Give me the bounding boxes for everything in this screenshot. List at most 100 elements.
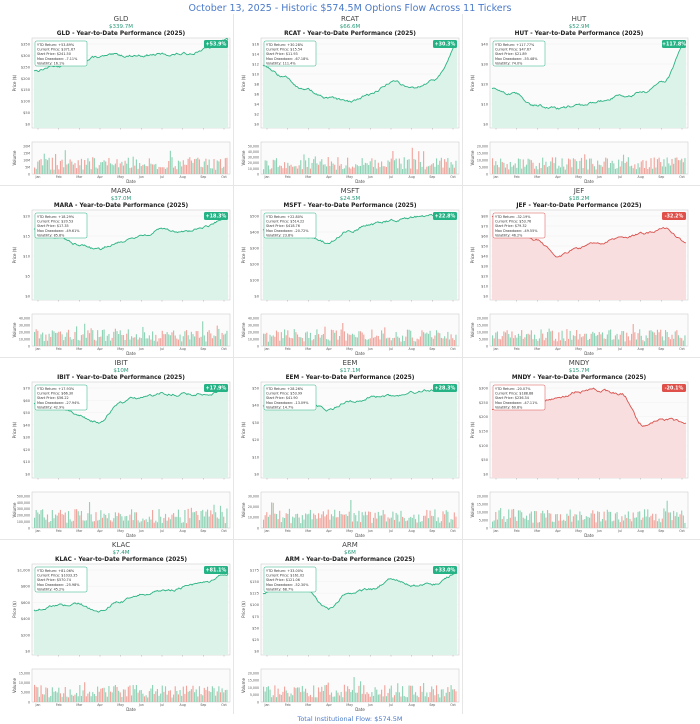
volume-bar — [608, 330, 610, 346]
ytd-return-badge — [204, 212, 228, 220]
price-tick-label: $1,000 — [17, 569, 30, 573]
month-tick-label: Apr — [326, 175, 332, 179]
volume-bar — [160, 167, 162, 174]
volume-bar — [543, 340, 545, 346]
column-divider — [233, 14, 234, 714]
price-area-fill — [34, 215, 228, 300]
volume-bar — [116, 516, 118, 528]
volume-bar — [545, 337, 547, 346]
volume-bar — [145, 166, 147, 174]
stats-line: Start Price: $41.90 — [266, 396, 298, 400]
volume-bar — [223, 516, 225, 528]
ytd-return-badge-text: +117.8% — [662, 42, 686, 48]
volume-bar — [92, 521, 94, 528]
ytd-return-badge — [662, 384, 686, 392]
volume-bar — [429, 330, 431, 346]
volume-bar — [266, 332, 268, 346]
ticker-panel-eem: EEM $17.1M EEM - Year-to-Date Performance … — [237, 358, 463, 540]
stats-line: Max Drawdown: -52.30% — [266, 583, 309, 587]
volume-bar — [206, 686, 209, 702]
volume-bar — [614, 513, 616, 528]
volume-bar — [287, 513, 289, 528]
month-tick-label: May — [117, 175, 124, 179]
volume-bar — [387, 517, 389, 528]
volume-bar — [288, 165, 290, 174]
volume-bar — [181, 341, 183, 346]
volume-bar — [67, 697, 70, 702]
volume-bar — [103, 513, 105, 528]
volume-bar — [319, 337, 321, 346]
volume-bar — [84, 160, 86, 174]
volume-bar — [208, 330, 210, 346]
volume-bar — [424, 333, 426, 346]
volume-bar — [381, 515, 383, 528]
volume-bar — [677, 516, 680, 528]
month-tick-label: Jan — [264, 703, 270, 707]
volume-bar — [42, 332, 44, 346]
volume-bar — [79, 684, 81, 702]
volume-bar — [88, 691, 91, 702]
volume-tick-label: 0 — [28, 172, 30, 176]
volume-bar — [203, 687, 205, 702]
volume-bar — [87, 513, 89, 528]
volume-bar — [387, 160, 389, 174]
stats-box — [492, 212, 546, 239]
volume-bar — [574, 159, 576, 174]
price-tick-label: $80 — [481, 215, 489, 219]
volume-bar — [161, 330, 163, 346]
volume-bar — [202, 695, 204, 702]
price-line — [262, 44, 458, 103]
volume-bar — [452, 338, 454, 346]
month-tick-label: Feb — [514, 175, 520, 179]
volume-bar — [275, 514, 278, 528]
volume-bar — [293, 517, 295, 528]
volume-bar — [361, 332, 363, 346]
month-tick-label: Sep — [200, 175, 206, 179]
volume-bar — [582, 168, 584, 174]
price-tick-label: $175 — [250, 569, 259, 573]
volume-tick-label: 0 — [486, 526, 488, 530]
volume-bar — [668, 337, 670, 346]
volume-bar — [148, 158, 150, 174]
volume-bar — [353, 334, 355, 346]
volume-bar — [408, 685, 410, 702]
volume-bar — [444, 159, 446, 174]
volume-bar — [46, 514, 49, 528]
month-tick-label: May — [346, 529, 353, 533]
volume-bar — [134, 689, 136, 702]
volume-bar — [206, 164, 209, 174]
volume-bar — [666, 157, 668, 174]
volume-bar — [322, 691, 324, 702]
volume-bar — [493, 165, 495, 174]
volume-bar — [337, 517, 339, 528]
volume-bar — [290, 338, 292, 346]
volume-bar — [371, 329, 373, 346]
volume-bar — [621, 331, 623, 346]
volume-bar — [340, 691, 342, 702]
volume-bar — [527, 158, 529, 174]
volume-bar — [413, 340, 415, 346]
volume-bar — [137, 692, 139, 702]
volume-bar — [269, 689, 271, 702]
volume-bar — [280, 165, 282, 174]
volume-bar — [435, 330, 438, 346]
volume-bar — [334, 696, 336, 702]
volume-bar — [431, 337, 433, 346]
volume-bar — [635, 517, 638, 528]
volume-bar — [366, 163, 368, 174]
volume-bar — [593, 333, 595, 346]
volume-bar — [101, 162, 104, 174]
price-tick-label: $50 — [23, 111, 31, 115]
volume-bar — [553, 163, 555, 174]
volume-bar — [319, 691, 321, 702]
volume-bar — [145, 338, 147, 346]
ytd-return-badge-text: +81.1% — [206, 568, 227, 574]
price-tick-label: $10 — [23, 460, 31, 464]
volume-bar — [69, 689, 71, 702]
volume-bar — [295, 332, 297, 346]
stats-line: Volatility: 16.1% — [37, 61, 65, 65]
volume-bar — [288, 508, 290, 528]
ticker-label: JEF — [573, 187, 585, 195]
stats-line: Volatility: 68.7% — [266, 587, 294, 591]
volume-bar — [296, 687, 299, 702]
